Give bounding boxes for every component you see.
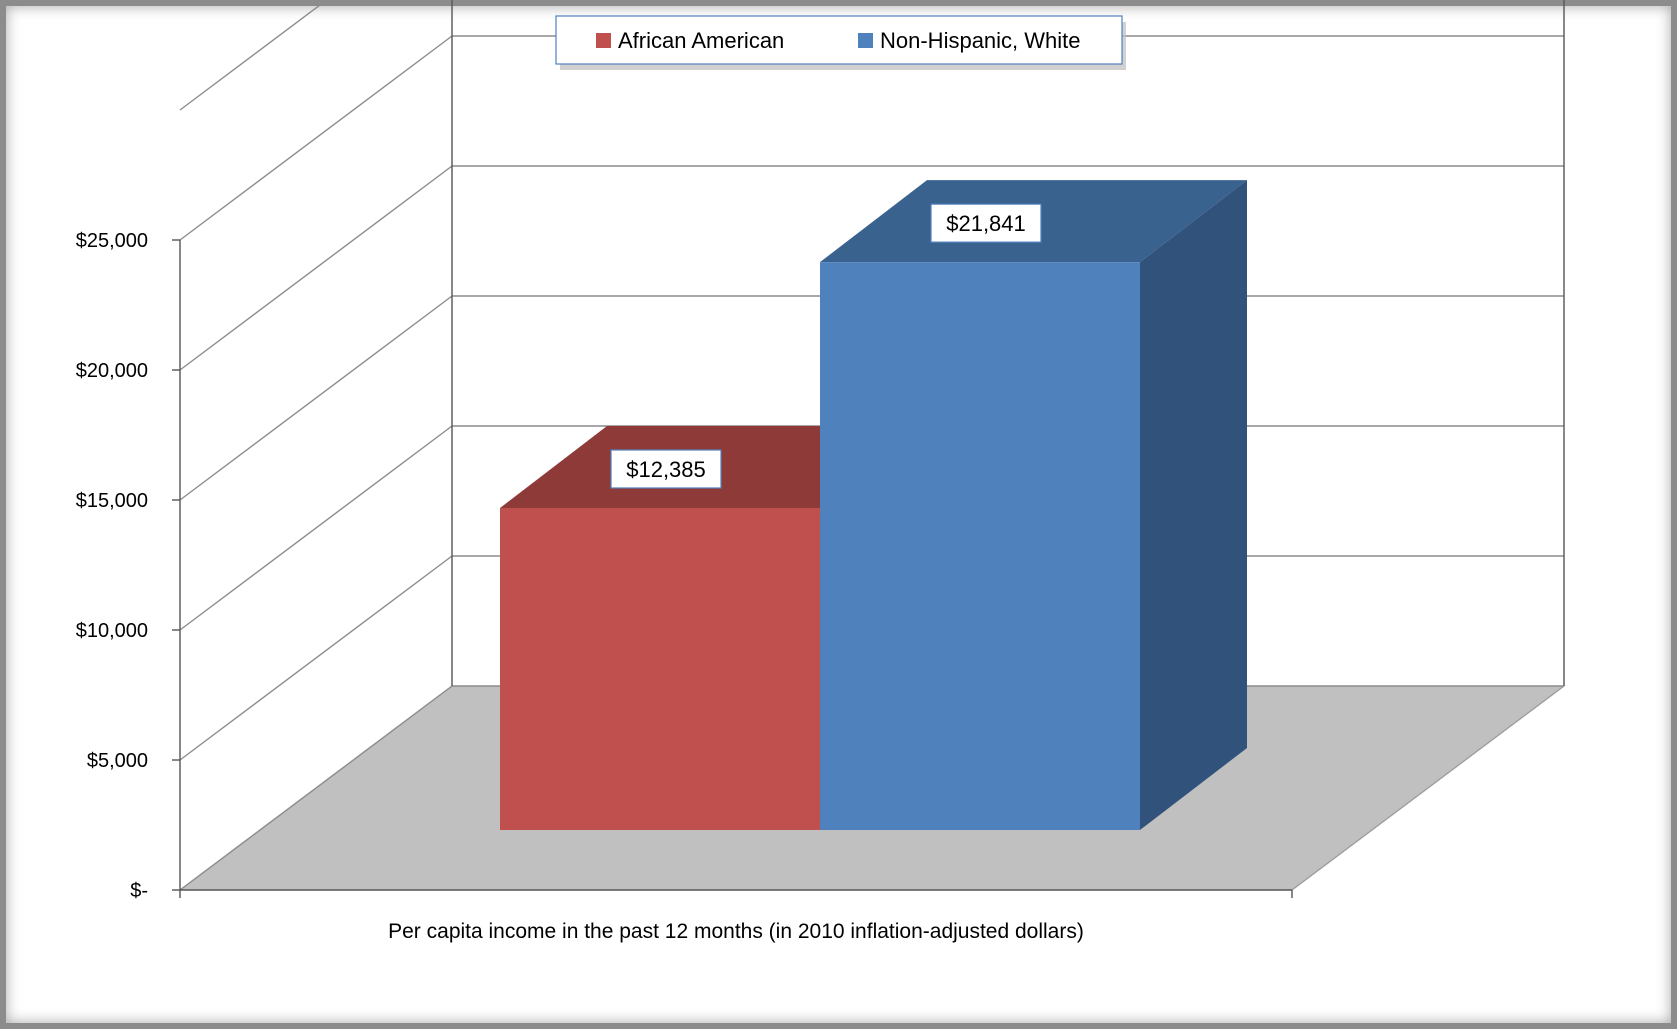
legend-swatch <box>858 33 873 48</box>
x-category-label: Per capita income in the past 12 months … <box>388 920 1084 943</box>
y-tick-label: $10,000 <box>76 620 148 642</box>
gridline-side <box>179 0 328 111</box>
y-tick-label: $15,000 <box>76 490 148 512</box>
gridline-side <box>179 295 453 501</box>
legend-swatch <box>596 33 611 48</box>
bar-front-face <box>500 507 820 830</box>
chart-bars <box>500 180 1247 830</box>
data-label: $21,841 <box>930 203 1042 243</box>
legend-item: Non-Hispanic, White <box>858 28 1081 53</box>
legend-label: Non-Hispanic, White <box>880 28 1081 53</box>
gridline-side <box>179 555 453 761</box>
gridline-side <box>179 35 453 241</box>
legend-item: African American <box>596 28 784 53</box>
gridline-side <box>179 165 453 371</box>
y-tick-label: $20,000 <box>76 360 148 382</box>
gridline-side <box>179 685 453 891</box>
bar-front-face <box>820 262 1140 830</box>
y-tick-label: $- <box>130 880 148 902</box>
bar-non-hispanic-white <box>820 180 1247 830</box>
chart-labels: $12,385 $21,841 <box>610 203 1042 489</box>
data-label-text: $12,385 <box>626 457 706 482</box>
data-label-text: $21,841 <box>946 211 1026 236</box>
chart-axes: $- $5,000 $10,000 $15,000 $20,000 $25,000 Per … <box>76 0 1565 943</box>
floor-right-edge <box>1291 685 1565 891</box>
chart-legend: African American Non-Hispanic, White <box>555 15 1126 70</box>
y-tick-label: $25,000 <box>76 230 148 252</box>
y-tick-label: $5,000 <box>87 750 148 772</box>
bar-side-face <box>1140 180 1247 830</box>
legend-label: African American <box>618 28 784 53</box>
data-label-box <box>610 449 722 489</box>
data-label-box <box>930 203 1042 243</box>
gridline-side <box>179 425 453 631</box>
legend-box <box>555 15 1123 65</box>
data-label: $12,385 <box>610 449 722 489</box>
